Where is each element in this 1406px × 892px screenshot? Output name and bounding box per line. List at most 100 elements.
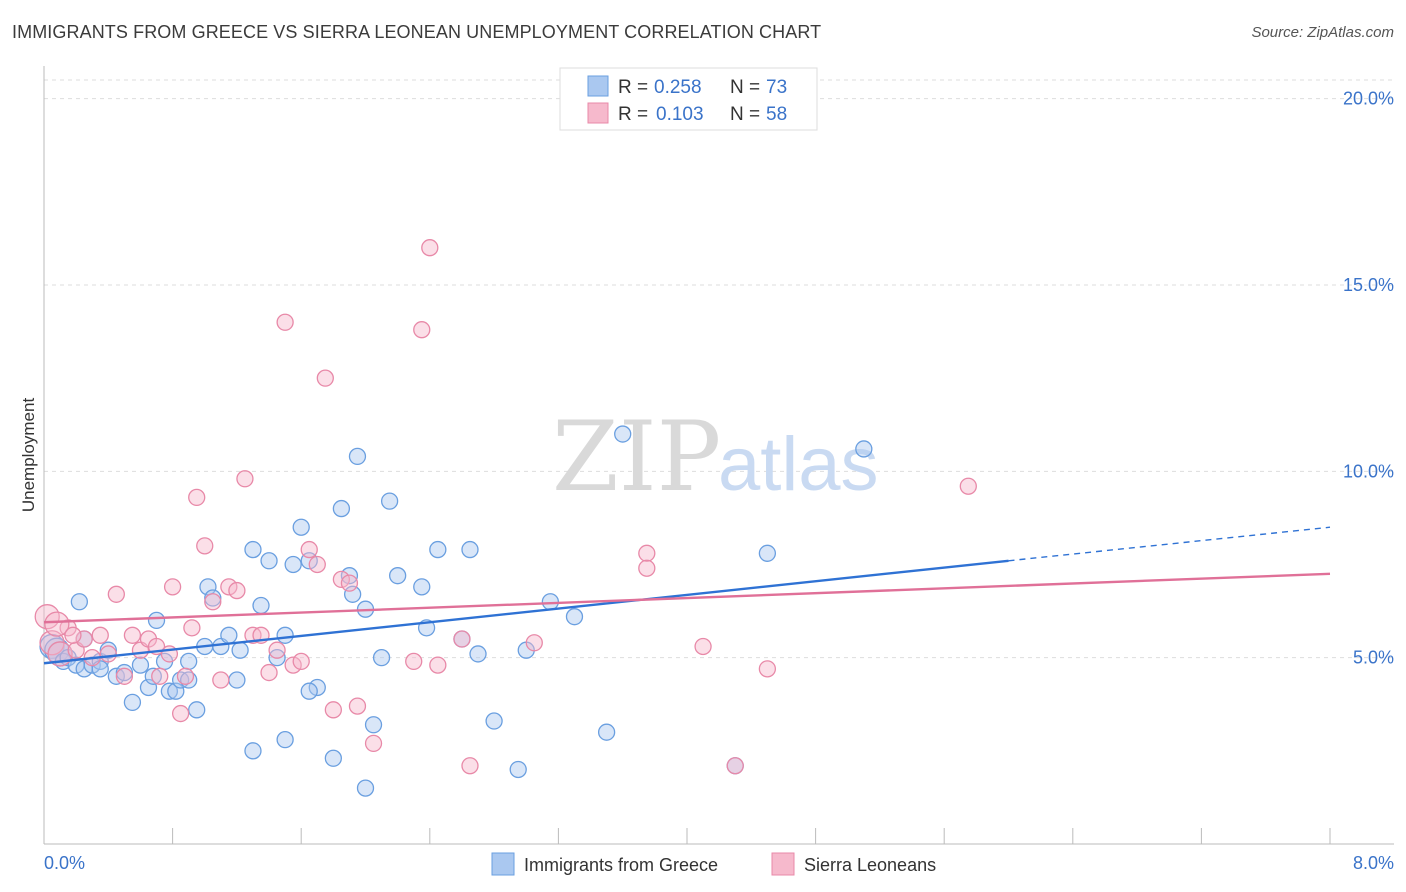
sierra-point-24 (212, 671, 230, 689)
greece-point-52 (380, 492, 399, 510)
sierra-point-25 (220, 578, 238, 596)
sierra-point-22 (196, 537, 214, 555)
sierra-trend-line (43, 572, 1331, 624)
greece-point-60 (485, 712, 503, 730)
legend-n-value-1: 73 (766, 77, 787, 98)
greece-point-49 (364, 716, 383, 734)
y-axis-label: Unemployment (19, 398, 38, 513)
greece-point-63 (541, 593, 560, 611)
greece-point-37 (276, 626, 294, 644)
chart-title: IMMIGRANTS FROM GREECE VS SIERRA LEONEAN… (12, 22, 822, 42)
sierra-point-48 (461, 757, 479, 775)
series-legend: Immigrants from Greece Sierra Leoneans (491, 852, 936, 876)
sierra-point-19 (176, 667, 195, 685)
greece-point-43 (324, 749, 343, 767)
series-legend-swatch-sierra (771, 852, 795, 876)
greece-point-26 (204, 589, 222, 607)
greece-point-30 (231, 641, 249, 659)
greece-point-50 (356, 779, 375, 797)
greece-point-42 (300, 682, 318, 700)
sierra-point-18 (171, 704, 190, 723)
sierra-point-43 (405, 652, 423, 671)
greece-point-19 (160, 682, 179, 700)
greece-point-41 (308, 678, 326, 697)
greece-point-71 (180, 652, 198, 671)
grid-lines (44, 79, 1394, 659)
greece-point-65 (597, 723, 616, 741)
greece-point-16 (144, 667, 162, 685)
y-tick-label-3: 20.0% (1343, 89, 1394, 109)
y-tick-label-0: 5.0% (1353, 648, 1394, 668)
y-tick-label-2: 15.0% (1343, 275, 1394, 295)
legend-n-label-2: N = (730, 104, 760, 125)
greece-point-51 (372, 649, 391, 667)
sierra-point-20 (183, 619, 201, 637)
sierra-point-52 (694, 637, 712, 656)
sierra-point-46 (429, 656, 447, 674)
greece-point-66 (614, 425, 632, 443)
greece-point-13 (123, 693, 142, 712)
x-tick-label-max: 8.0% (1353, 853, 1394, 873)
sierra-point-44 (413, 321, 431, 339)
sierra-point-53 (726, 757, 744, 775)
greece-point-53 (388, 567, 407, 585)
sierra-point-51 (638, 559, 656, 577)
sierra-point-11 (123, 626, 142, 644)
greece-point-29 (228, 671, 246, 689)
greece-point-31 (244, 540, 262, 559)
sierra-point-54 (758, 660, 777, 678)
watermark-zip: ZIP (552, 401, 721, 513)
chart-source: Source: ZipAtlas.com (1251, 24, 1394, 41)
greece-point-54 (413, 578, 431, 596)
sierra-point-33 (284, 656, 302, 674)
greece-point-64 (565, 608, 584, 626)
data-points (34, 239, 977, 797)
legend-n-label-1: N = (730, 77, 760, 98)
greece-point-20 (167, 682, 185, 700)
sierra-point-39 (332, 570, 351, 589)
watermark-atlas: atlas (718, 422, 879, 507)
greece-point-69 (855, 440, 873, 458)
greece-point-33 (252, 596, 270, 615)
greece-point-44 (332, 499, 351, 518)
greece-point-59 (469, 645, 487, 663)
sierra-point-8 (99, 645, 117, 663)
legend-r-value-2: 0.103 (656, 104, 704, 125)
sierra-point-56 (44, 611, 70, 637)
legend-r-value-1: 0.258 (654, 77, 702, 98)
sierra-point-26 (228, 581, 246, 600)
greece-point-6 (70, 593, 89, 611)
sierra-point-15 (151, 667, 169, 685)
sierra-point-35 (300, 540, 318, 559)
greece-point-23 (188, 701, 206, 719)
sierra-point-57 (64, 626, 82, 644)
sierra-point-21 (188, 488, 206, 507)
sierra-point-41 (348, 697, 367, 715)
sierra-point-38 (324, 701, 343, 719)
sierra-point-37 (316, 369, 334, 387)
sierra-point-9 (107, 585, 125, 603)
sierra-point-55 (959, 477, 977, 495)
greece-point-15 (139, 678, 158, 697)
greece-point-17 (147, 611, 166, 630)
series-legend-label-greece: Immigrants from Greece (524, 855, 718, 875)
watermark: ZIP atlas (552, 401, 879, 513)
sierra-point-49 (525, 634, 543, 652)
sierra-point-50 (638, 544, 656, 562)
legend-r-label-1: R = (618, 77, 648, 98)
legend-n-value-2: 58 (766, 104, 787, 125)
greece-point-28 (220, 626, 238, 644)
greece-point-14 (131, 656, 150, 674)
sierra-point-23 (204, 593, 222, 611)
greece-trend-extension (1008, 526, 1331, 562)
sierra-point-5 (75, 630, 93, 648)
greece-trend-line (43, 559, 1009, 665)
y-tick-labels: 5.0% 10.0% 15.0% 20.0% (1343, 89, 1394, 668)
axes (43, 66, 1394, 845)
sierra-point-27 (236, 470, 254, 488)
sierra-point-40 (340, 574, 359, 592)
greece-point-47 (348, 447, 367, 466)
sierra-point-10 (115, 667, 134, 685)
sierra-point-7 (91, 626, 109, 644)
greece-point-10 (99, 641, 117, 659)
